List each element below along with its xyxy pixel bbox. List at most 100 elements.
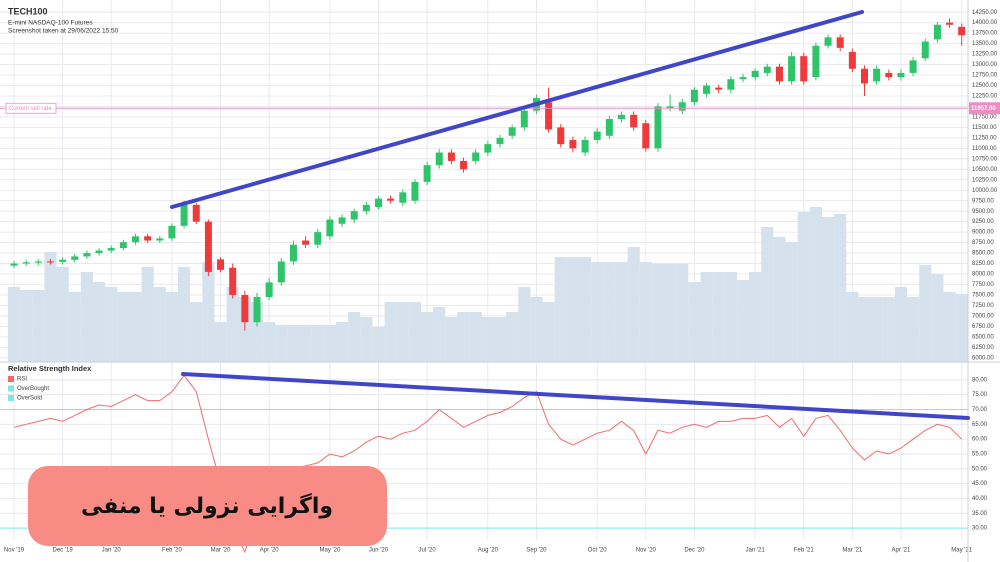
x-tick-label: Jun '20 bbox=[369, 548, 389, 554]
y-tick-label: 8500.00 bbox=[972, 251, 994, 257]
y-tick-label: 13000.00 bbox=[972, 62, 998, 68]
chart-title: TECH100 bbox=[8, 6, 48, 16]
candle-body bbox=[229, 267, 237, 295]
volume-bar bbox=[372, 327, 385, 362]
candle-body bbox=[763, 66, 771, 73]
x-tick-label: Aug '20 bbox=[478, 548, 499, 554]
y-tick-label: 35.00 bbox=[972, 511, 988, 517]
volume-bar bbox=[700, 272, 713, 362]
candle-body bbox=[399, 192, 407, 203]
volume-bar bbox=[287, 325, 300, 362]
legend-label: RSI bbox=[17, 377, 27, 383]
rsi-line bbox=[13, 374, 963, 554]
y-tick-label: 7000.00 bbox=[972, 313, 994, 319]
candle-body bbox=[861, 68, 868, 84]
candle-body bbox=[447, 152, 455, 161]
x-tick-label: May '21 bbox=[951, 548, 972, 554]
volume-bar bbox=[773, 237, 786, 362]
candle-body bbox=[666, 106, 674, 109]
candle-body bbox=[204, 221, 212, 272]
candle-body bbox=[180, 204, 188, 226]
y-tick-label: 8250.00 bbox=[972, 261, 994, 267]
legend-swatch bbox=[8, 376, 14, 382]
candle-body bbox=[168, 225, 176, 239]
volume-bar bbox=[202, 262, 215, 362]
volume-bar bbox=[80, 272, 93, 362]
y-tick-label: 6750.00 bbox=[972, 324, 994, 330]
candle-body bbox=[387, 198, 395, 201]
candle-body bbox=[703, 85, 711, 94]
y-tick-label: 80.00 bbox=[972, 377, 988, 383]
candle-body bbox=[605, 119, 613, 136]
legend-swatch bbox=[8, 385, 14, 392]
chart-note: Screenshot taken at 29/06/2022 15:50 bbox=[8, 28, 119, 35]
volume-bar bbox=[481, 317, 494, 362]
x-tick-label: Mar '21 bbox=[842, 548, 862, 554]
y-tick-label: 6000.00 bbox=[972, 355, 994, 361]
y-tick-label: 70.00 bbox=[972, 407, 988, 413]
y-tick-label: 65.00 bbox=[972, 422, 988, 428]
candle-body bbox=[775, 66, 783, 82]
volume-bar bbox=[542, 302, 555, 362]
y-tick-label: 10250.00 bbox=[972, 177, 998, 183]
volume-bar bbox=[493, 317, 507, 362]
annotation-text: واگرایی نزولی یا منفی bbox=[81, 492, 333, 519]
candle-body bbox=[253, 297, 261, 323]
volume-bar bbox=[591, 262, 604, 362]
y-tick-label: 13250.00 bbox=[972, 52, 998, 58]
y-tick-label: 50.00 bbox=[972, 466, 988, 472]
y-tick-label: 9250.00 bbox=[972, 219, 994, 225]
candle-body bbox=[132, 236, 139, 243]
y-tick-label: 13500.00 bbox=[972, 41, 998, 47]
volume-bar bbox=[761, 227, 774, 362]
candle-body bbox=[593, 131, 601, 140]
candle-body bbox=[289, 244, 297, 262]
candle-body bbox=[727, 79, 735, 90]
x-tick-label: Nov '20 bbox=[636, 548, 657, 554]
volume-bar bbox=[639, 262, 652, 362]
volume-bar bbox=[214, 322, 227, 362]
y-tick-label: 10000.00 bbox=[972, 188, 998, 194]
candle-body bbox=[338, 217, 346, 224]
y-tick-label: 11500.00 bbox=[972, 125, 997, 131]
candle-body bbox=[435, 152, 443, 166]
candle-body bbox=[350, 211, 358, 220]
candle-body bbox=[508, 127, 516, 136]
volume-bar bbox=[129, 292, 142, 362]
candle-body bbox=[618, 114, 625, 120]
volume-bar bbox=[943, 292, 956, 362]
legend-label: OverSold bbox=[17, 396, 42, 402]
candle-body bbox=[630, 114, 638, 128]
volume-bar bbox=[518, 287, 531, 362]
candle-body bbox=[83, 253, 91, 257]
trend-line bbox=[181, 372, 970, 420]
volume-bar bbox=[275, 325, 288, 362]
candle-body bbox=[22, 262, 30, 264]
candle-body bbox=[557, 127, 565, 145]
candle-body bbox=[751, 70, 759, 78]
volume-bar bbox=[348, 312, 361, 362]
volume-bar bbox=[821, 217, 835, 362]
volume-bar bbox=[323, 325, 336, 362]
volume-bar bbox=[566, 257, 579, 362]
rsi-title: Relative Strength Index bbox=[8, 364, 92, 373]
candle-body bbox=[265, 282, 273, 298]
legend-label: OverBought bbox=[17, 386, 49, 392]
reference-label: Current sell rate bbox=[9, 106, 52, 112]
candle-body bbox=[10, 263, 18, 266]
x-tick-label: Jan '21 bbox=[746, 548, 766, 554]
volume-bar bbox=[433, 307, 446, 362]
volume-bar bbox=[263, 322, 276, 362]
volume-bar bbox=[688, 282, 701, 362]
volume-bar bbox=[117, 292, 130, 362]
candle-body bbox=[897, 72, 905, 78]
x-tick-label: Dec '20 bbox=[684, 548, 705, 554]
y-tick-label: 30.00 bbox=[972, 526, 988, 532]
volume-bar bbox=[797, 212, 810, 362]
candle-body bbox=[362, 204, 370, 212]
volume-bar bbox=[931, 274, 944, 362]
candle-body bbox=[34, 261, 42, 263]
x-tick-label: Apr '20 bbox=[260, 548, 279, 554]
y-tick-label: 6250.00 bbox=[972, 345, 994, 351]
